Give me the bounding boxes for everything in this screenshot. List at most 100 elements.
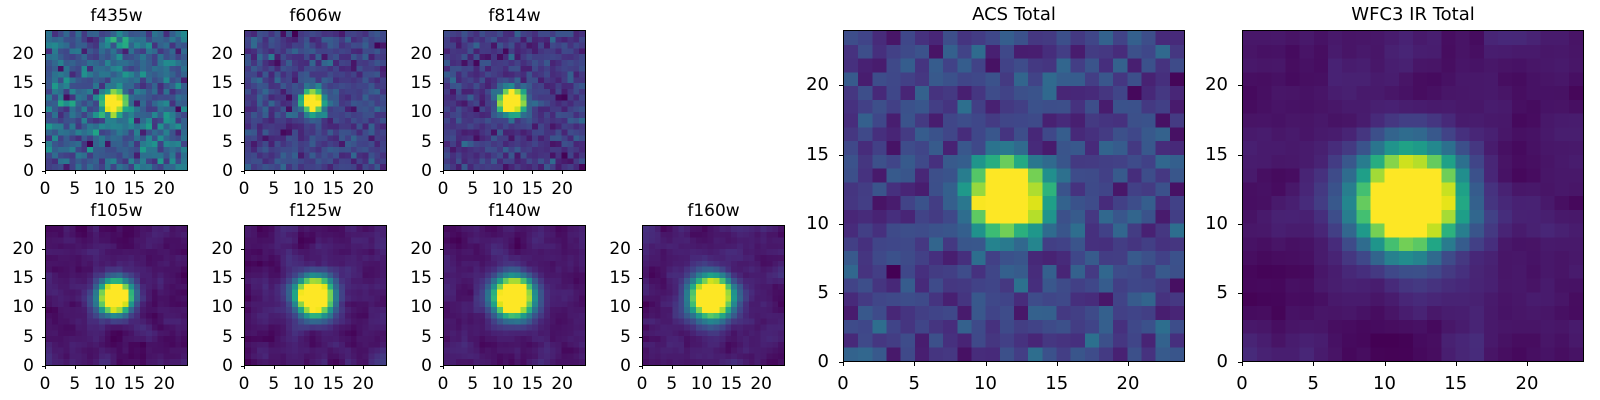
y-axis-tick	[241, 366, 244, 367]
y-axis-tick	[440, 171, 443, 172]
x-axis-tick-label: 10	[93, 179, 116, 199]
y-axis-tick	[839, 362, 843, 363]
axes-area[interactable]	[45, 30, 188, 171]
x-axis-tick	[1385, 362, 1386, 366]
y-axis-tick-label: 20	[806, 74, 829, 96]
x-axis-tick-label: 0	[39, 374, 51, 394]
axes-area[interactable]	[443, 30, 586, 171]
y-axis-tick	[440, 83, 443, 84]
y-axis-tick-label: 0	[23, 161, 34, 181]
panel-title: f125w	[289, 201, 342, 221]
y-axis-tick	[42, 83, 45, 84]
x-axis-tick-label: 15	[322, 374, 345, 394]
y-axis-tick	[440, 142, 443, 143]
x-axis-tick-label: 10	[93, 374, 116, 394]
x-axis-tick	[473, 366, 474, 369]
y-axis-tick	[440, 112, 443, 113]
x-axis-tick	[473, 171, 474, 174]
x-axis-tick	[532, 171, 533, 174]
x-axis-tick	[244, 171, 245, 174]
axes-area[interactable]	[45, 225, 188, 366]
x-axis-tick	[333, 171, 334, 174]
x-axis-tick	[532, 366, 533, 369]
axes-area[interactable]	[244, 30, 387, 171]
x-axis-tick	[1456, 362, 1457, 366]
y-axis-tick	[839, 155, 843, 156]
y-axis-tick-label: 20	[12, 238, 34, 259]
heatmap-image	[245, 31, 386, 170]
x-axis-tick	[134, 366, 135, 369]
x-axis-tick	[274, 171, 275, 174]
y-axis-tick-label: 5	[1216, 281, 1228, 303]
x-axis-tick-label: 0	[1236, 373, 1248, 394]
axes-area[interactable]	[642, 225, 785, 366]
x-axis-tick-label: 0	[238, 179, 250, 199]
y-axis-tick-label: 10	[12, 102, 34, 123]
axes-area[interactable]	[843, 30, 1185, 362]
y-axis-tick	[440, 249, 443, 250]
y-axis-tick	[42, 249, 45, 250]
x-axis-tick	[702, 366, 703, 369]
y-axis-tick-label: 10	[12, 297, 34, 318]
heatmap-image	[844, 31, 1184, 361]
y-axis-tick-label: 5	[620, 326, 631, 347]
heatmap-image	[245, 226, 386, 365]
x-axis-tick	[642, 366, 643, 369]
y-axis-tick	[639, 249, 642, 250]
y-axis-tick	[241, 54, 244, 55]
x-axis-tick-label: 10	[690, 374, 713, 394]
x-axis-tick	[363, 366, 364, 369]
x-axis-tick-label: 20	[352, 374, 374, 394]
axes-area[interactable]	[443, 225, 586, 366]
x-axis-tick	[562, 366, 563, 369]
axes-area[interactable]	[1242, 30, 1584, 362]
y-axis-tick-label: 10	[806, 212, 829, 234]
y-axis-tick	[42, 337, 45, 338]
y-axis-tick-label: 10	[211, 297, 233, 318]
y-axis-tick	[241, 278, 244, 279]
x-axis-tick	[1057, 362, 1058, 366]
x-axis-tick	[134, 171, 135, 174]
y-axis-tick	[839, 224, 843, 225]
heatmap-image	[1243, 31, 1583, 361]
y-axis-tick	[839, 85, 843, 86]
y-axis-tick-label: 0	[1216, 351, 1228, 372]
x-axis-tick	[1313, 362, 1314, 366]
x-axis-tick-label: 5	[1307, 373, 1319, 394]
y-axis-tick-label: 0	[620, 356, 631, 376]
y-axis-tick-label: 5	[817, 281, 829, 303]
x-axis-tick	[562, 171, 563, 174]
y-axis-tick	[241, 112, 244, 113]
y-axis-tick-label: 15	[12, 72, 34, 93]
x-axis-tick-label: 10	[974, 373, 997, 394]
y-axis-tick	[241, 249, 244, 250]
y-axis-tick	[42, 54, 45, 55]
x-axis-tick	[843, 362, 844, 366]
axes-area[interactable]	[244, 225, 387, 366]
x-axis-tick	[1242, 362, 1243, 366]
y-axis-tick	[42, 278, 45, 279]
x-axis-tick-label: 0	[636, 374, 648, 394]
x-axis-tick-label: 0	[39, 179, 51, 199]
y-axis-tick	[42, 171, 45, 172]
y-axis-tick-label: 15	[1205, 143, 1228, 165]
y-axis-tick	[639, 366, 642, 367]
x-axis-tick	[363, 171, 364, 174]
y-axis-tick-label: 0	[222, 356, 233, 376]
y-axis-tick	[440, 366, 443, 367]
y-axis-tick	[241, 307, 244, 308]
y-axis-tick-label: 15	[211, 72, 233, 93]
x-axis-tick	[761, 366, 762, 369]
y-axis-tick	[241, 83, 244, 84]
y-axis-tick-label: 5	[222, 326, 233, 347]
x-axis-tick-label: 20	[551, 179, 573, 199]
x-axis-tick-label: 15	[1045, 373, 1069, 394]
heatmap-image	[444, 31, 585, 170]
x-axis-tick-label: 15	[322, 179, 345, 199]
